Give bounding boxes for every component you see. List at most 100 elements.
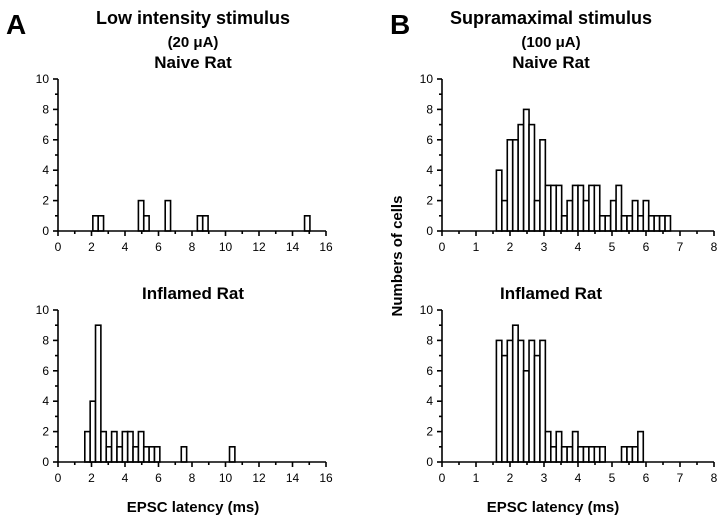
x-tick-label: 5 [609, 471, 616, 485]
x-tick-label: 8 [189, 471, 196, 485]
histogram-bar [566, 445, 574, 463]
histogram-bar [582, 199, 590, 232]
y-tick-label: 8 [42, 102, 49, 116]
histogram-bar [539, 139, 547, 232]
histogram-bar [626, 445, 634, 463]
chart-title: Naive Rat [154, 53, 232, 72]
histogram-bar [142, 445, 150, 463]
histogram-bar [598, 445, 607, 463]
histogram-bar [539, 339, 547, 463]
x-tick-label: 0 [439, 471, 446, 485]
y-tick-label: 2 [42, 425, 49, 439]
histogram-bar [511, 139, 519, 232]
histogram-bar [126, 430, 134, 463]
histogram-bar [544, 430, 552, 463]
histogram-bar [92, 215, 99, 232]
histogram-bar [201, 215, 209, 232]
y-tick-label: 10 [420, 72, 434, 86]
histogram-bar [588, 445, 596, 463]
histogram-bar [647, 215, 655, 232]
histogram-bar [637, 215, 645, 232]
histogram-bar [637, 430, 645, 463]
x-tick-label: 4 [575, 240, 582, 254]
x-tick-label: 12 [252, 471, 266, 485]
y-tick-label: 0 [426, 224, 433, 238]
y-tick-label: 8 [426, 102, 433, 116]
x-tick-label: 10 [219, 471, 233, 485]
histogram-4: Inflamed Rat 0 2 4 6 8 10 0 1 2 3 4 5 6 7 8 [420, 284, 718, 485]
y-tick-label: 2 [426, 194, 433, 208]
x-tick-label: 2 [507, 240, 514, 254]
chart-title: Naive Rat [512, 53, 590, 72]
histogram-bar [642, 199, 650, 232]
x-tick-label: 16 [319, 240, 333, 254]
histogram-bar [555, 430, 563, 463]
x-tick-label: 1 [473, 471, 480, 485]
panel-letter-a: A [6, 9, 26, 40]
x-tick-label: 3 [541, 471, 548, 485]
histogram-bar [620, 215, 628, 232]
histogram-bar [533, 199, 541, 232]
x-tick-label: 0 [439, 240, 446, 254]
histogram-bar [97, 215, 105, 232]
x-tick-label: 0 [55, 240, 62, 254]
histogram-bar [593, 184, 601, 232]
x-tick-label: 6 [155, 240, 162, 254]
histogram-bar [631, 445, 639, 463]
x-tick-label: 8 [189, 240, 196, 254]
panel-b-subtitle: (100 μA) [521, 34, 580, 51]
histogram-bar [626, 215, 634, 232]
histogram-bar [196, 215, 204, 232]
histogram-bar [110, 430, 118, 463]
histogram-bar [506, 139, 514, 232]
y-tick-label: 2 [42, 194, 49, 208]
histogram-bar [560, 215, 568, 232]
histogram-bar [84, 430, 91, 463]
y-tick-label: 10 [420, 303, 434, 317]
histogram-bar [549, 445, 558, 463]
histogram-bar [164, 199, 172, 232]
histogram-3: Naive Rat 0 2 4 6 8 10 0 1 2 3 4 5 6 7 8 [420, 53, 718, 254]
histogram-bar [517, 123, 525, 232]
histogram-bar [555, 184, 563, 232]
histogram-bar [228, 445, 236, 463]
x-axis-label-right: EPSC latency (ms) [487, 499, 620, 516]
y-tick-label: 8 [42, 333, 49, 347]
y-tick-label: 0 [42, 224, 49, 238]
histogram-bar [598, 215, 607, 232]
histogram-bar [653, 215, 661, 232]
histogram-bar [571, 184, 579, 232]
histogram-bar [544, 184, 552, 232]
histogram-bar [501, 354, 509, 463]
histogram-bar [137, 199, 145, 232]
x-tick-label: 16 [319, 471, 333, 485]
histogram-bar [303, 215, 311, 232]
y-tick-label: 4 [426, 394, 433, 408]
x-tick-label: 2 [88, 471, 95, 485]
histogram-bar [577, 184, 585, 232]
x-tick-label: 14 [286, 240, 300, 254]
x-tick-label: 6 [643, 240, 650, 254]
x-tick-label: 0 [55, 471, 62, 485]
histogram-bar [549, 184, 558, 232]
y-tick-label: 6 [42, 133, 49, 147]
histogram-bar [94, 324, 102, 463]
y-tick-label: 10 [36, 72, 50, 86]
y-tick-label: 0 [42, 455, 49, 469]
chart-title: Inflamed Rat [142, 284, 244, 303]
x-tick-label: 2 [88, 240, 95, 254]
y-tick-label: 6 [42, 364, 49, 378]
histogram-bar [604, 215, 612, 232]
x-tick-label: 10 [219, 240, 233, 254]
histogram-bar [142, 215, 150, 232]
x-axis-label-left: EPSC latency (ms) [127, 499, 260, 516]
y-tick-label: 4 [42, 163, 49, 177]
panel-letter-b: B [390, 9, 410, 40]
x-tick-label: 6 [155, 471, 162, 485]
histogram-bar [180, 445, 188, 463]
histogram-bar [620, 445, 628, 463]
y-tick-label: 8 [426, 333, 433, 347]
histogram-2: Inflamed Rat 0 2 4 6 8 10 0 2 4 6 8 10 12 14 16 [36, 284, 333, 485]
x-tick-label: 1 [473, 240, 480, 254]
